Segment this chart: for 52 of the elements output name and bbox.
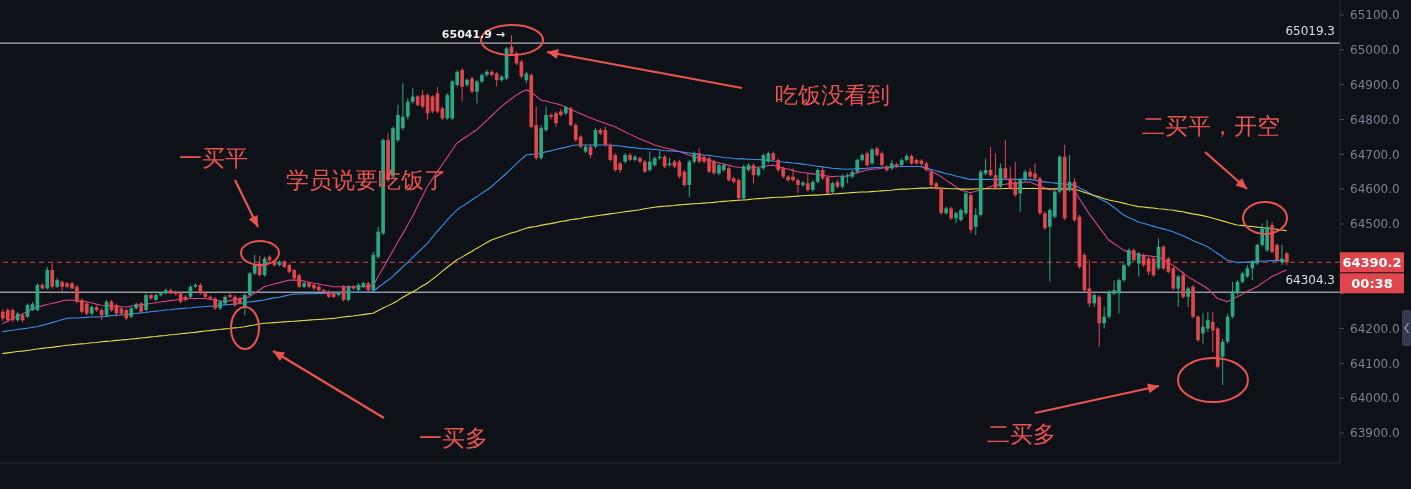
text: 00:38 (1351, 275, 1393, 291)
candlestick (1181, 271, 1185, 300)
candlestick (405, 98, 410, 120)
y-tick-label: 65000.0 (1350, 43, 1400, 58)
annotation: 一买平 (178, 145, 248, 171)
candlestick (144, 292, 148, 313)
candlestick (228, 291, 232, 299)
candlestick (1127, 247, 1131, 268)
y-tick-label: 64600.0 (1350, 182, 1400, 197)
y-tick-label: 64100.0 (1350, 356, 1400, 371)
candlestick (736, 177, 741, 201)
annotation: 二买平，开空 (1142, 113, 1280, 139)
y-tick-label: 65100.0 (1350, 8, 1400, 23)
y-tick-label: 64000.0 (1350, 391, 1400, 406)
candlestick (1176, 274, 1181, 308)
y-tick-label: 64700.0 (1350, 147, 1400, 162)
candlestick (460, 67, 464, 103)
y-tick-label: 63900.0 (1350, 426, 1400, 441)
ref-line-label: 65019.3 (1285, 24, 1335, 39)
candlestick (633, 154, 637, 162)
candlestick (1122, 262, 1126, 283)
candlestick (806, 172, 810, 193)
candlestick (1043, 210, 1047, 231)
candlestick (973, 207, 978, 236)
candlestick (1136, 251, 1141, 278)
annotation: 吃饭没看到 (774, 82, 890, 108)
candlestick (465, 77, 469, 88)
y-tick-label: 64200.0 (1350, 321, 1400, 336)
candlestick (885, 164, 889, 173)
ref-line-label: 64304.3 (1285, 273, 1335, 288)
y-tick-label: 64500.0 (1350, 217, 1400, 232)
candlestick (475, 79, 479, 104)
candlestick (1186, 286, 1190, 308)
candlestick (568, 106, 573, 127)
candlestick (252, 254, 257, 276)
ref-line-label: 64390.2 (1342, 254, 1402, 270)
candlestick (573, 122, 578, 143)
candlestick (45, 266, 50, 291)
candlestick (1196, 314, 1200, 343)
annotation: 一买多 (418, 425, 488, 451)
candlestick (247, 271, 252, 297)
candlestick (796, 177, 800, 194)
candlestick (1280, 244, 1284, 266)
y-tick-label: 64900.0 (1350, 77, 1400, 92)
candlestick (687, 159, 692, 198)
candlestick (1220, 338, 1225, 386)
line-series (1, 144, 1288, 333)
annotation: 二买多 (986, 421, 1056, 447)
candlestick (1102, 306, 1106, 330)
candlestick (1018, 177, 1023, 213)
candlestick (1008, 166, 1013, 191)
y-tick-label: 64800.0 (1350, 112, 1400, 127)
